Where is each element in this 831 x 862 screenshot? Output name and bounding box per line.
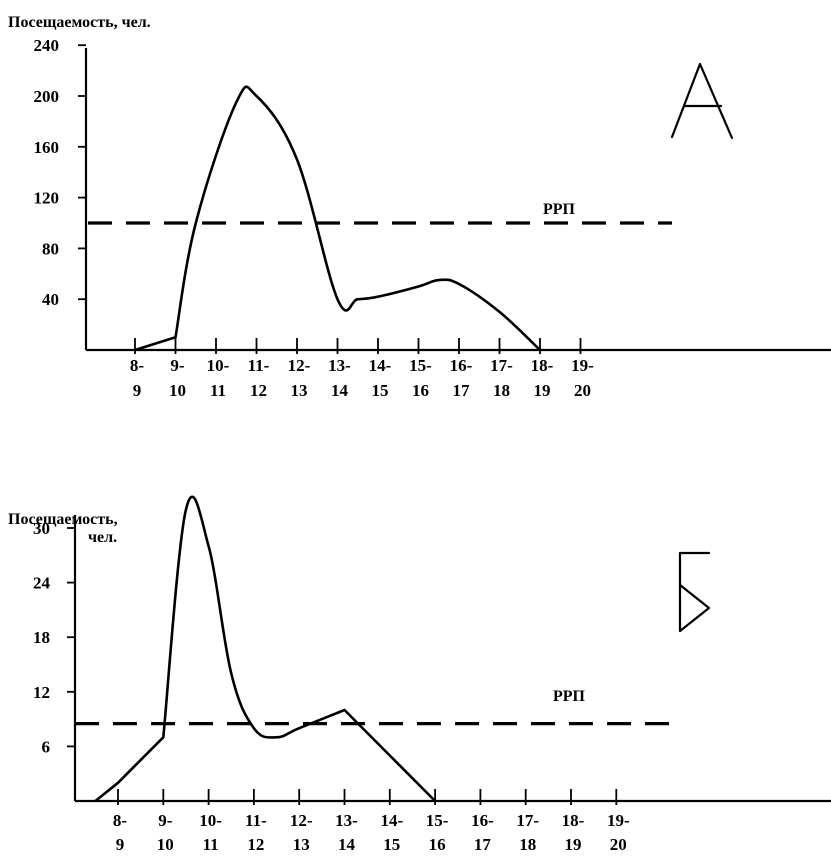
- panel-b-axes: [73, 515, 831, 803]
- y-tick-label: 30: [33, 519, 50, 538]
- x-tick-label-start: 16-: [471, 811, 494, 830]
- x-tick-label-end: 10: [157, 835, 174, 854]
- x-tick-label-start: 11-: [245, 811, 267, 830]
- x-tick-label-start: 10-: [207, 356, 230, 375]
- y-tick-label: 40: [42, 290, 59, 309]
- x-tick-label-start: 13-: [335, 811, 358, 830]
- x-tick-label-end: 16: [429, 835, 446, 854]
- x-tick-label-start: 15-: [409, 356, 432, 375]
- x-tick-label-end: 10: [169, 381, 186, 400]
- panel-b-y-ticks: 6 12 18 24 30: [33, 519, 75, 756]
- x-tick-label-end: 15: [383, 835, 400, 854]
- x-tick-label-end: 13: [293, 835, 310, 854]
- x-tick-label-end: 11: [203, 835, 219, 854]
- x-tick-label-end: 15: [372, 381, 389, 400]
- panel-a-axes: [84, 48, 831, 352]
- x-tick-label-end: 12: [247, 835, 264, 854]
- x-tick-label-start: 18-: [562, 811, 585, 830]
- panel-b-letter: Б: [678, 551, 711, 633]
- x-tick-label-start: 11-: [248, 356, 270, 375]
- x-tick-label-start: 8-: [113, 811, 128, 830]
- x-tick-label-end: 17: [453, 381, 471, 400]
- panel-b-ylabel: Посещаемость,: [8, 511, 118, 528]
- x-tick-label-start: 19-: [571, 356, 594, 375]
- panel-a-reference-label: РРП: [543, 201, 576, 218]
- y-tick-label: 6: [42, 737, 51, 756]
- x-tick-label-start: 12-: [290, 811, 313, 830]
- x-tick-label-start: 10-: [199, 811, 222, 830]
- panel-b-ylabel-unit: чел.: [88, 529, 117, 546]
- y-tick-label: 240: [34, 36, 60, 55]
- x-tick-label-start: 14-: [369, 356, 392, 375]
- y-tick-label: 80: [42, 239, 59, 258]
- chart-panel-a: Посещаемость, чел. 40 80 120 160 200 240 8- 9 9…: [8, 14, 831, 400]
- x-tick-label-end: 18: [519, 835, 536, 854]
- x-tick-label-start: 9-: [170, 356, 185, 375]
- x-tick-label-start: 14-: [380, 811, 403, 830]
- panel-b-reference-label: РРП: [553, 688, 586, 705]
- panel-b-x-ticks: 8- 9 9- 10 10- 11 11- 12 12- 13 13- 14 14- 15 15- 16 16-…: [113, 789, 630, 854]
- x-tick-label-start: 13-: [328, 356, 351, 375]
- x-tick-label-end: 17: [474, 835, 492, 854]
- x-tick-label-start: 17-: [490, 356, 513, 375]
- y-tick-label: 120: [34, 189, 60, 208]
- x-tick-label-start: 17-: [516, 811, 539, 830]
- x-tick-label-end: 19: [565, 835, 582, 854]
- x-tick-label-end: 20: [574, 381, 591, 400]
- y-tick-label: 160: [34, 138, 60, 157]
- y-tick-label: 18: [33, 628, 50, 647]
- x-tick-label-end: 20: [610, 835, 627, 854]
- x-tick-label-start: 9-: [158, 811, 173, 830]
- x-tick-label-end: 11: [210, 381, 226, 400]
- x-tick-label-end: 12: [250, 381, 267, 400]
- chart-panel-b: Посещаемость, чел. 6 12 18 24 30 8- 9 9- 10 10- 1…: [8, 495, 831, 854]
- x-tick-label-start: 18-: [531, 356, 554, 375]
- y-tick-label: 200: [34, 87, 60, 106]
- panel-a-ylabel: Посещаемость, чел.: [8, 14, 151, 31]
- panel-a-y-ticks: 40 80 120 160 200 240: [34, 36, 86, 309]
- x-tick-label-start: 19-: [607, 811, 630, 830]
- x-tick-label-end: 9: [116, 835, 125, 854]
- panel-a-x-ticks: 8- 9 9- 10 10- 11 11- 12 12- 13 13- 14 14- 15 15- 16 16-…: [130, 338, 594, 400]
- x-tick-label-end: 14: [331, 381, 349, 400]
- x-tick-label-end: 9: [133, 381, 142, 400]
- x-tick-label-start: 8-: [130, 356, 145, 375]
- x-tick-label-end: 13: [291, 381, 308, 400]
- x-tick-label-end: 14: [338, 835, 356, 854]
- x-tick-label-end: 16: [412, 381, 429, 400]
- panel-a-attendance-line: [134, 85, 541, 352]
- x-tick-label-start: 12-: [288, 356, 311, 375]
- y-tick-label: 12: [33, 683, 50, 702]
- x-tick-label-end: 19: [534, 381, 551, 400]
- x-tick-label-start: 16-: [450, 356, 473, 375]
- x-tick-label-start: 15-: [426, 811, 449, 830]
- x-tick-label-end: 18: [493, 381, 510, 400]
- y-tick-label: 24: [33, 574, 51, 593]
- panel-b-attendance-line: [94, 495, 437, 803]
- panel-a-letter: А: [670, 62, 734, 140]
